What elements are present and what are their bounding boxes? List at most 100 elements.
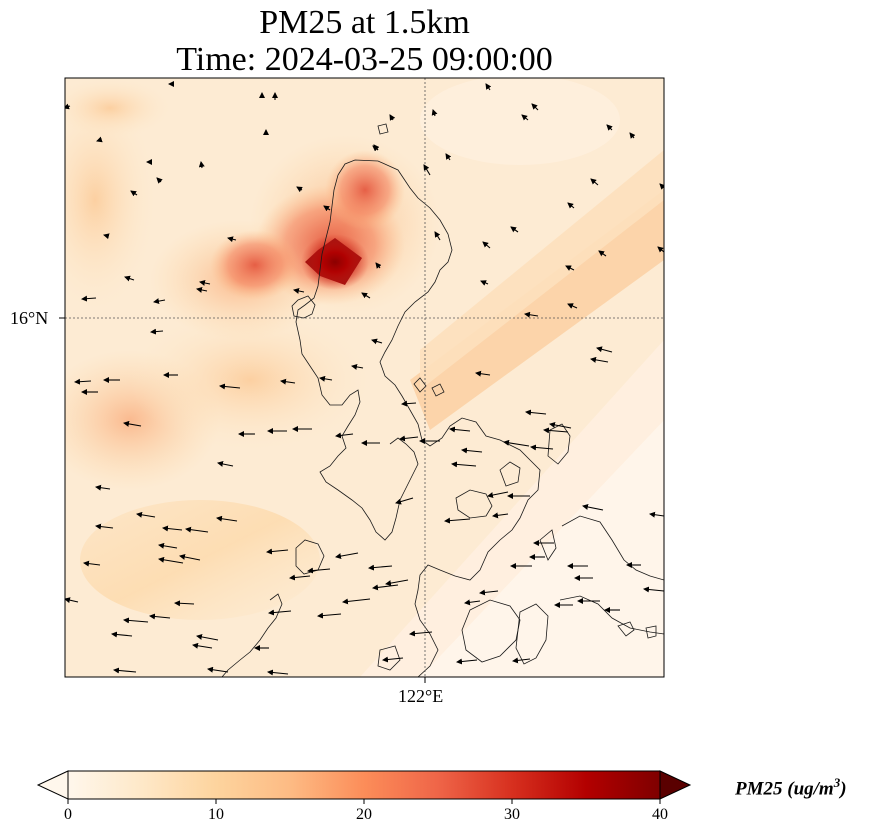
wind-arrow bbox=[456, 658, 478, 665]
wind-arrow bbox=[373, 144, 380, 151]
wind-arrow bbox=[606, 124, 613, 131]
wind-arrow bbox=[409, 630, 433, 637]
wind-arrow bbox=[179, 554, 201, 561]
colorbar-label-close: ) bbox=[840, 778, 847, 800]
wind-arrow bbox=[267, 669, 289, 676]
wind-arrow bbox=[130, 190, 138, 197]
wind-arrow bbox=[136, 511, 156, 518]
wind-arrow bbox=[81, 295, 97, 302]
wind-arrow bbox=[335, 432, 354, 439]
wind-arrow bbox=[323, 205, 331, 212]
wind-arrow bbox=[319, 375, 333, 382]
wind-arrow bbox=[372, 584, 399, 591]
wind-arrow bbox=[475, 370, 491, 377]
wind-arrow bbox=[510, 226, 519, 233]
wind-arrow bbox=[389, 114, 396, 121]
wind-arrow bbox=[482, 241, 491, 249]
wind-arrow bbox=[525, 409, 547, 416]
wind-arrow bbox=[296, 186, 303, 193]
wind-arrow bbox=[153, 298, 166, 305]
wind-arrow bbox=[431, 109, 438, 117]
wind-arrow bbox=[158, 556, 184, 564]
wind-arrow bbox=[512, 657, 531, 664]
latitude-label: 16°N bbox=[10, 308, 49, 328]
wind-arrow bbox=[158, 542, 178, 549]
wind-arrow bbox=[192, 642, 213, 649]
wind-arrow bbox=[361, 292, 371, 299]
wind-arrow bbox=[185, 526, 209, 533]
wind-arrow bbox=[485, 83, 492, 91]
wind-arrow bbox=[95, 484, 111, 491]
wind-arrow bbox=[524, 311, 539, 318]
colorbar-tick-label: 0 bbox=[64, 806, 72, 823]
wind-arrow bbox=[399, 435, 419, 442]
wind-arrow bbox=[95, 523, 114, 530]
wind-arrow bbox=[375, 262, 382, 269]
wind-arrow bbox=[423, 164, 431, 176]
wind-arrow bbox=[317, 612, 342, 619]
wind-arrow bbox=[124, 275, 135, 282]
wind-arrow bbox=[598, 250, 607, 257]
wind-arrow bbox=[629, 132, 636, 139]
map-frame bbox=[64, 77, 665, 678]
wind-arrow bbox=[123, 420, 142, 427]
wind-arrow bbox=[382, 656, 404, 663]
wind-arrow bbox=[401, 400, 417, 407]
wind-arrow bbox=[103, 233, 110, 240]
wind-arrow bbox=[531, 103, 539, 111]
wind-arrow bbox=[150, 328, 164, 335]
wind-arrow bbox=[643, 586, 664, 593]
wind-arrow bbox=[266, 548, 289, 555]
wind-arrow bbox=[174, 600, 195, 607]
colorbar-extend-min bbox=[36, 770, 69, 800]
colorbar-extend-max bbox=[659, 770, 692, 800]
wind-arrow bbox=[530, 444, 554, 451]
wind-arrow bbox=[198, 161, 205, 169]
map-title-line2: Time: 2024-03-25 09:00:00 bbox=[176, 41, 553, 78]
wind-arrow bbox=[123, 617, 149, 624]
wind-arrow bbox=[65, 103, 71, 110]
wind-arrow bbox=[196, 287, 208, 293]
wind-arrow bbox=[368, 564, 393, 571]
wind-arrow bbox=[335, 552, 359, 560]
map-title-line1: PM25 at 1.5km bbox=[259, 4, 470, 41]
wind-arrow bbox=[65, 597, 79, 604]
wind-arrow bbox=[83, 560, 101, 567]
wind-arrow bbox=[199, 280, 211, 286]
wind-arrow bbox=[657, 246, 664, 253]
wind-arrow bbox=[503, 439, 530, 447]
wind-arrow bbox=[461, 447, 483, 454]
wind-arrow bbox=[444, 517, 471, 524]
wind-arrow bbox=[445, 153, 452, 161]
wind-arrow bbox=[216, 515, 238, 522]
wind-arrow bbox=[111, 631, 133, 638]
wind-vectors bbox=[65, 81, 664, 676]
wind-arrow bbox=[156, 177, 163, 184]
wind-arrow bbox=[567, 303, 578, 309]
wind-arrow bbox=[113, 667, 137, 674]
wind-arrow bbox=[307, 567, 331, 574]
wind-arrow bbox=[162, 525, 183, 532]
colorbar-label-exponent: 3 bbox=[833, 775, 841, 790]
wind-arrow bbox=[543, 427, 569, 434]
wind-arrow bbox=[549, 421, 572, 429]
wind-arrow bbox=[565, 265, 575, 271]
wind-arrow bbox=[590, 356, 609, 363]
coastlines bbox=[221, 123, 664, 677]
pm25-field bbox=[65, 78, 664, 677]
wind-arrow bbox=[582, 504, 604, 511]
wind-arrow bbox=[434, 231, 441, 241]
colorbar-tick-label: 40 bbox=[652, 806, 668, 823]
longitude-label: 122°E bbox=[398, 686, 444, 706]
colorbar-label: PM25 (ug/m3) bbox=[735, 775, 847, 800]
colorbar-bar bbox=[67, 770, 661, 800]
wind-arrow bbox=[196, 633, 219, 641]
wind-arrow bbox=[659, 183, 664, 190]
colorbar-tick-label: 10 bbox=[208, 806, 224, 823]
wind-arrow bbox=[351, 363, 364, 370]
wind-arrow bbox=[451, 461, 477, 468]
wind-arrow bbox=[567, 202, 575, 209]
wind-arrow bbox=[342, 598, 371, 605]
wind-arrow bbox=[479, 589, 499, 596]
